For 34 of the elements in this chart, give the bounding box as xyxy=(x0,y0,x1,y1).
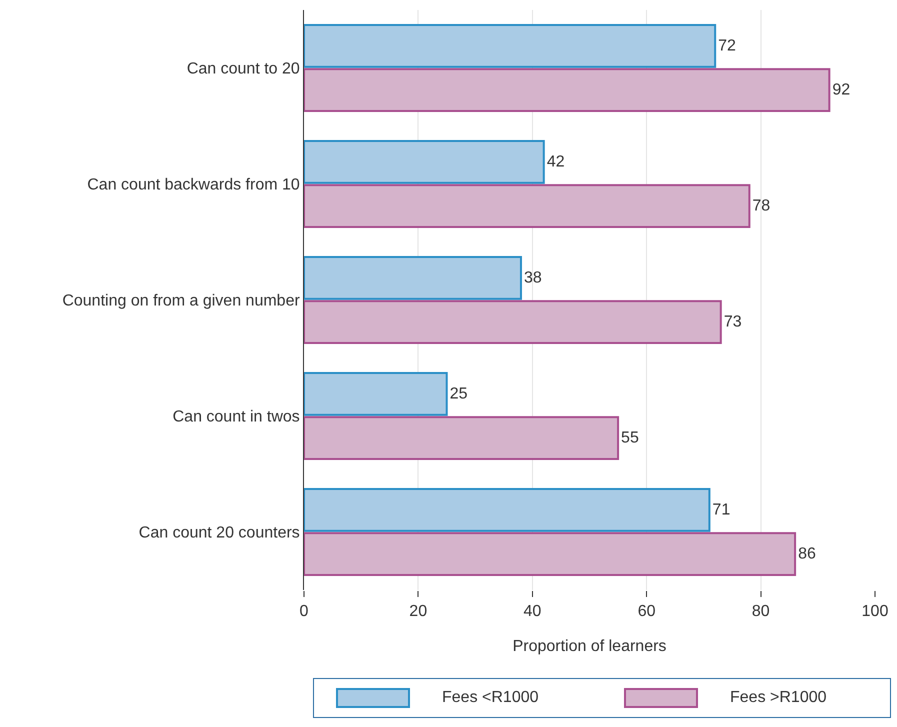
bar xyxy=(304,300,722,344)
data-label: 42 xyxy=(546,153,565,170)
x-tick-label: 40 xyxy=(524,603,542,620)
data-label: 72 xyxy=(718,37,736,54)
x-axis-title: Proportion of learners xyxy=(512,638,666,655)
y-tick-label: Can count in twos xyxy=(172,408,300,426)
bar xyxy=(304,256,522,300)
data-label: 86 xyxy=(798,546,816,563)
bar xyxy=(304,532,796,576)
bar xyxy=(304,184,750,228)
bar xyxy=(304,488,710,532)
data-label: 38 xyxy=(524,269,542,286)
x-tick-label: 60 xyxy=(638,603,656,620)
x-tick-label: 20 xyxy=(409,603,428,620)
y-tick-label: Can count 20 counters xyxy=(138,524,300,542)
bar xyxy=(304,416,620,460)
y-tick-label: Counting on from a given number xyxy=(62,292,300,310)
data-label: 71 xyxy=(712,501,730,518)
bar xyxy=(304,68,830,112)
bar xyxy=(304,372,448,416)
bar xyxy=(304,140,545,184)
legend-label: Fees <R1000 xyxy=(442,689,539,707)
bar xyxy=(304,24,716,68)
x-tick-label: 80 xyxy=(752,603,770,620)
data-label: 55 xyxy=(621,430,639,447)
legend-label: Fees >R1000 xyxy=(730,689,827,707)
x-tick-label: 100 xyxy=(862,603,888,620)
x-tick-label: 0 xyxy=(300,603,309,620)
y-tick-label: Can count backwards from 10 xyxy=(87,176,300,194)
data-label: 25 xyxy=(450,385,468,402)
data-label: 78 xyxy=(752,198,770,215)
data-label: 92 xyxy=(832,82,850,99)
y-tick-label: Can count to 20 xyxy=(186,60,300,78)
data-label: 73 xyxy=(724,314,742,331)
